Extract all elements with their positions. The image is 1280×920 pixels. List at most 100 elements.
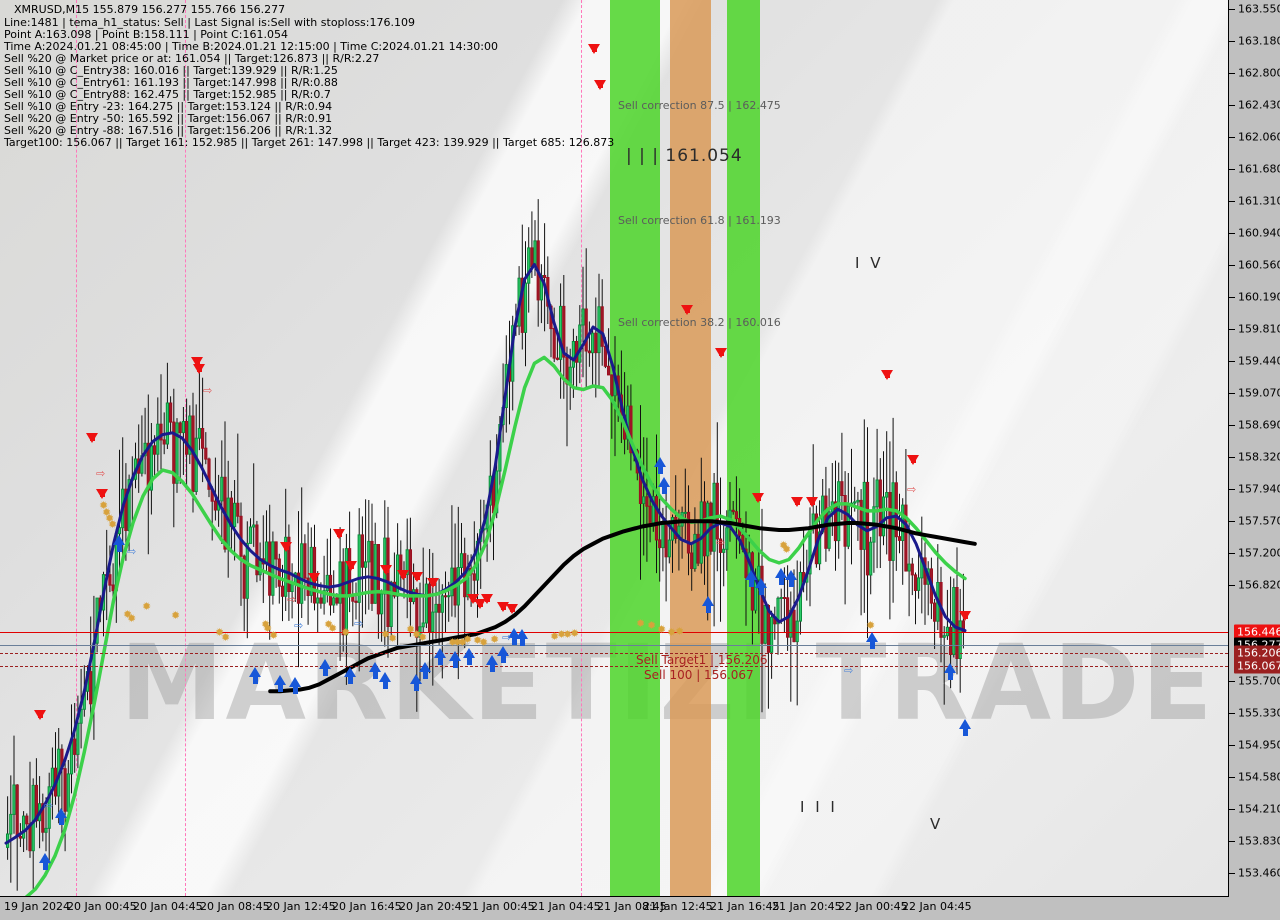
candle-body [89, 671, 93, 705]
candle-body [904, 504, 908, 572]
candle-body [658, 539, 662, 549]
candle-body [277, 558, 281, 587]
price-tick-label: 155.330 [1238, 706, 1280, 720]
candle-body [725, 527, 729, 550]
candle-body [418, 626, 422, 638]
candle-body [424, 583, 428, 624]
price-tick-label: 159.070 [1238, 386, 1280, 400]
price-tick-label: 159.810 [1238, 322, 1280, 336]
vline-3 [581, 0, 582, 896]
buy-arrow-18 [516, 629, 528, 646]
candle-body [591, 332, 595, 354]
candle-body [878, 479, 882, 537]
time-tick-label: 19 Jan 2024 [4, 900, 70, 913]
bid-price-label[interactable]: 156.446 [1234, 624, 1280, 640]
star-marker-8: ✹ [215, 626, 225, 639]
sell-correction-87: Sell correction 87.5 | 162.475 [618, 99, 781, 112]
candle-body [571, 341, 575, 368]
candle-body [827, 511, 831, 549]
candle-body [731, 509, 735, 513]
flag-marker-10: ⇨ [203, 384, 213, 397]
candle-body [440, 595, 444, 613]
buy-arrow-19 [654, 457, 666, 474]
candle-body [284, 536, 288, 597]
star-marker-7: ✹ [171, 609, 181, 622]
price-tick-label: 158.320 [1238, 450, 1280, 464]
time-tick-label: 21 Jan 00:45 [465, 900, 535, 913]
buy-arrow-16 [497, 646, 509, 663]
target100-price-label[interactable]: 156.067 [1234, 658, 1280, 674]
price-tick [1229, 745, 1235, 746]
candle-body [654, 496, 659, 541]
price-tick-label: 154.950 [1238, 738, 1280, 752]
target1-price-label[interactable]: 156.206 [1234, 645, 1280, 661]
price-tick [1229, 137, 1235, 138]
candle-body [248, 526, 253, 544]
candle-body [41, 803, 45, 833]
candle-body [181, 421, 186, 434]
price-tick [1229, 809, 1235, 810]
hline-target100 [0, 666, 1228, 667]
star-marker-3: ✹ [108, 518, 118, 531]
time-tick-label: 21 Jan 12:45 [643, 900, 713, 913]
candle-body [562, 305, 566, 358]
buy-arrow-23 [755, 578, 767, 595]
time-tick-label: 21 Jan 16:45 [710, 900, 780, 913]
sell-arrow-14 [474, 599, 486, 609]
moving-average-lines [4, 263, 977, 896]
hline-bid [0, 632, 1228, 633]
candle-body [197, 428, 202, 439]
buy-arrow-2 [113, 535, 125, 552]
candle-body [702, 501, 707, 557]
sell-arrow-21 [715, 348, 727, 358]
candle-body [715, 482, 719, 540]
sell-arrow-8 [345, 561, 357, 571]
candle-body [201, 428, 205, 449]
candle-body [194, 437, 198, 493]
star-marker-0: ✹ [99, 499, 109, 512]
buy-arrow-10 [410, 674, 422, 691]
candle-body [354, 600, 358, 603]
price-tick-label: 157.940 [1238, 482, 1280, 496]
flag-marker-6: ⇨ [716, 536, 726, 549]
candle-body [236, 502, 240, 517]
star-marker-31: ✹ [570, 627, 580, 640]
buy-arrow-14 [463, 648, 475, 665]
star-marker-13: ✹ [324, 618, 334, 631]
time-axis[interactable]: 19 Jan 2024 20 Jan 00:45 20 Jan 04:45 20 Ja… [0, 897, 1280, 920]
candle-body [274, 541, 278, 560]
candle-body [268, 541, 272, 596]
wave-label-iii: I I I [800, 798, 838, 816]
star-marker-6: ✹ [142, 600, 152, 613]
price-tick [1229, 329, 1235, 330]
price-tick-label: 163.550 [1238, 2, 1280, 16]
star-marker-26: ✹ [479, 636, 489, 649]
price-tick [1229, 233, 1235, 234]
candle-body [766, 605, 770, 653]
star-marker-19: ✹ [412, 628, 422, 641]
candle-body [220, 476, 224, 502]
candle-body [124, 488, 128, 532]
price-tick-label: 158.690 [1238, 418, 1280, 432]
time-tick-label: 20 Jan 20:45 [399, 900, 469, 913]
candle-body [818, 531, 822, 565]
candle-body [332, 597, 336, 606]
star-marker-18: ✹ [406, 623, 416, 636]
candle-body [373, 544, 377, 604]
price-tick [1229, 393, 1235, 394]
candle-body [245, 542, 249, 599]
candle-body [73, 738, 77, 755]
chart-plot-area[interactable]: MARKETIZI TRADE ✹ ✹ ✹ ✹ ✹ ✹ ✹ ✹ ✹ ✹ ✹ ✹ ✹ ✹ ✹ ✹ ✹ ✹ ✹ ✹ ✹ ✹ ✹ ✹… [0, 0, 1229, 897]
candle-body [9, 813, 13, 835]
candle-body [316, 597, 320, 604]
candle-body [207, 458, 211, 490]
sell-correction-38: Sell correction 38.2 | 160.016 [618, 316, 781, 329]
price-tick [1229, 873, 1235, 874]
candle-body [581, 308, 585, 326]
candle-body [357, 534, 361, 603]
buy-arrow-27 [944, 663, 956, 680]
time-tick-label: 20 Jan 08:45 [200, 900, 270, 913]
candle-body [25, 815, 29, 825]
price-axis[interactable]: 163.550 163.180 162.800 162.430 162.060 161.6… [1229, 0, 1280, 896]
price-tick-label: 160.940 [1238, 226, 1280, 240]
